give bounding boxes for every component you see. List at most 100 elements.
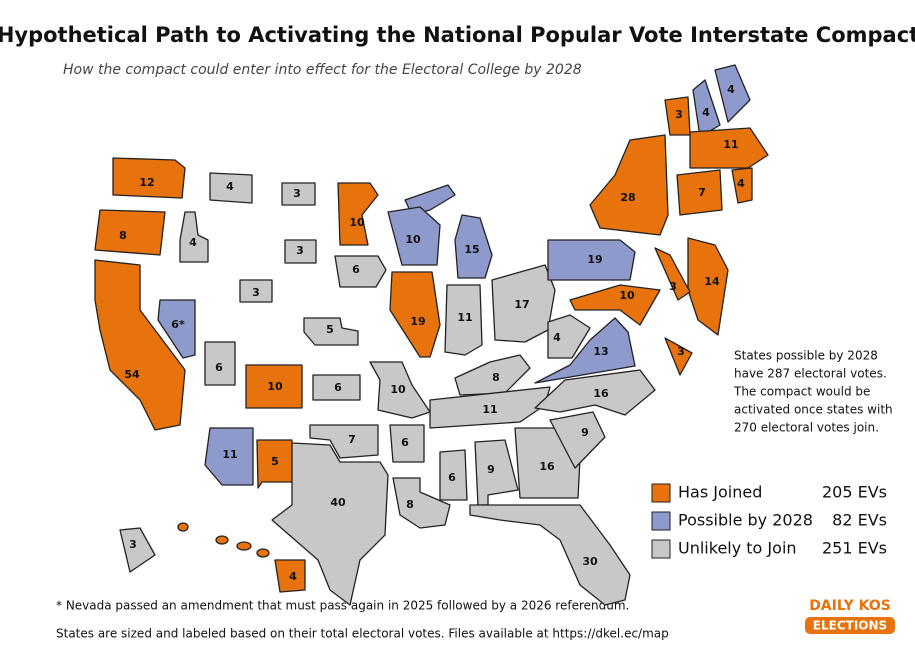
state-ev-label: 4 xyxy=(702,106,710,119)
state-ev-label: 7 xyxy=(698,186,706,199)
state-shape xyxy=(337,182,379,246)
state-ev-label: 19 xyxy=(587,253,602,266)
state-shape xyxy=(429,386,551,429)
state-shape xyxy=(204,427,254,486)
legend-swatch xyxy=(651,483,671,503)
state-ev-label: 6 xyxy=(448,471,456,484)
legend-label: Unlikely to Join xyxy=(678,539,797,558)
state-ev-label: 3 xyxy=(669,280,677,293)
state-ev-label: 17 xyxy=(514,298,529,311)
state-ev-label: 4 xyxy=(553,331,561,344)
legend-swatch xyxy=(651,539,671,559)
state-shape xyxy=(389,271,441,358)
logo: DAILY KOS xyxy=(809,598,891,614)
state-ev-label: 3 xyxy=(252,286,260,299)
state-ev-label: 11 xyxy=(482,403,497,416)
state-ev-label: 4 xyxy=(289,570,297,583)
state-ev-label: 4 xyxy=(737,177,745,190)
state-ev-label: 3 xyxy=(675,108,683,121)
state-shape xyxy=(387,206,441,266)
state-shape xyxy=(209,172,253,204)
footnote: * Nevada passed an amendment that must p… xyxy=(56,599,629,613)
state-shape xyxy=(256,439,293,489)
state-shape xyxy=(112,157,186,199)
state-ev-label: 4 xyxy=(727,83,735,96)
state-ev-label: 16 xyxy=(539,460,555,473)
note-line: States possible by 2028 xyxy=(734,349,878,363)
state-shape xyxy=(549,411,606,469)
state-shape xyxy=(569,284,661,326)
state-shape xyxy=(534,317,636,384)
state-ev-label: 7 xyxy=(348,433,356,446)
state-shape xyxy=(245,364,303,409)
legend-evs: 251 EVs xyxy=(822,539,887,558)
state-ev-label: 4 xyxy=(189,236,197,249)
state-shape xyxy=(654,247,691,301)
state-shape xyxy=(284,239,317,264)
state-ev-label: 11 xyxy=(222,448,237,461)
state-shape xyxy=(369,361,431,419)
state-shape xyxy=(179,211,209,263)
state-shape xyxy=(239,279,273,303)
legend-swatch xyxy=(651,511,671,531)
legend-label: Has Joined xyxy=(678,483,762,502)
state-ev-label: 30 xyxy=(582,555,598,568)
state-ev-label: 10 xyxy=(405,233,421,246)
state-ev-label: 28 xyxy=(620,191,635,204)
state-ev-label: 10 xyxy=(349,216,365,229)
state-shape xyxy=(714,64,751,123)
state-shape xyxy=(389,424,425,463)
state-ev-label: 11 xyxy=(723,138,738,151)
state-shape xyxy=(271,442,389,606)
state-shape xyxy=(454,214,493,279)
state-shape xyxy=(204,341,236,386)
state-ev-label: 6 xyxy=(352,263,360,276)
state-ev-label: 54 xyxy=(124,368,140,381)
state-ev-label: 3 xyxy=(293,187,301,200)
state-ev-label: 10 xyxy=(390,383,406,396)
state-shape xyxy=(309,424,379,459)
state-shape xyxy=(392,477,451,529)
state-shape xyxy=(119,527,156,573)
state-ev-label: 5 xyxy=(271,455,279,468)
state-ev-label: 9 xyxy=(581,426,589,439)
state-shape xyxy=(547,239,636,281)
state-shape xyxy=(474,439,519,506)
state-shape xyxy=(547,314,591,359)
state-shape xyxy=(94,259,186,431)
state-ev-label: 3 xyxy=(296,244,304,257)
state-shape xyxy=(94,209,166,256)
state-shape xyxy=(534,369,656,416)
state-ev-label: 10 xyxy=(619,289,635,302)
state-shape xyxy=(689,127,769,169)
state-ev-label: 5 xyxy=(326,323,334,336)
state-shape xyxy=(334,255,387,288)
state-ev-label: 40 xyxy=(330,496,346,509)
legend-evs: 205 EVs xyxy=(822,483,887,502)
state-ev-label: 4 xyxy=(226,180,234,193)
state-ev-label: 14 xyxy=(704,275,720,288)
state-ev-label: 3 xyxy=(129,538,137,551)
state-ev-label: 6 xyxy=(401,436,409,449)
state-ev-label: 19 xyxy=(410,315,425,328)
state-ev-label: 6 xyxy=(334,381,342,394)
state-shape xyxy=(444,284,483,356)
title: Hypothetical Path to Activating the Nati… xyxy=(0,23,915,47)
state-shape xyxy=(692,79,721,138)
state-shape xyxy=(454,354,531,396)
state-shape xyxy=(731,167,753,204)
note-line: The compact would be xyxy=(733,385,870,399)
state-shape xyxy=(439,449,468,501)
state-ev-label: 11 xyxy=(457,311,472,324)
state-ev-label: 6* xyxy=(171,318,185,331)
state-ev-label: 6 xyxy=(215,361,223,374)
logo: ELECTIONS xyxy=(813,619,887,633)
state-ev-label: 8 xyxy=(119,229,127,242)
state-shape xyxy=(676,169,723,216)
state-shape xyxy=(303,317,359,346)
state-ev-label: 13 xyxy=(593,345,608,358)
legend-evs: 82 EVs xyxy=(832,511,887,530)
subtitle: How the compact could enter into effect … xyxy=(63,62,582,78)
